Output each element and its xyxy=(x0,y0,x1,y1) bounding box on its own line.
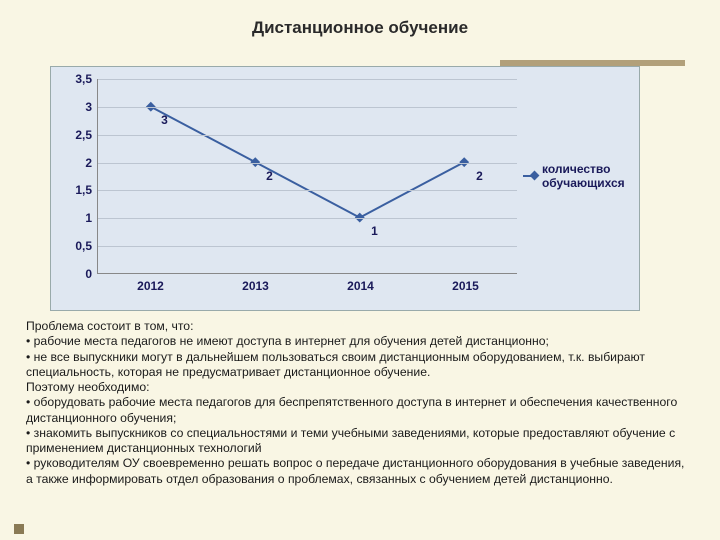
x-tick-label: 2015 xyxy=(452,279,479,293)
body-text: Проблема состоит в том, что: • рабочие м… xyxy=(26,319,694,487)
paragraph: Проблема состоит в том, что: xyxy=(26,319,694,334)
gridline xyxy=(98,79,517,80)
legend-swatch xyxy=(523,175,536,177)
y-tick-label: 1 xyxy=(60,211,92,225)
y-tick-label: 1,5 xyxy=(60,183,92,197)
x-tick-label: 2013 xyxy=(242,279,269,293)
bullet: • рабочие места педагогов не имеют досту… xyxy=(26,334,694,349)
y-tick-label: 0 xyxy=(60,267,92,281)
bullet: • руководителям ОУ своевременно решать в… xyxy=(26,456,694,487)
gridline xyxy=(98,246,517,247)
legend: количество обучающихся xyxy=(523,162,633,190)
line-series xyxy=(98,79,517,273)
bullet: • знакомить выпускников со специальностя… xyxy=(26,426,694,457)
gridline xyxy=(98,135,517,136)
bullet: • оборудовать рабочие места педагогов дл… xyxy=(26,395,694,426)
y-tick-label: 0,5 xyxy=(60,239,92,253)
x-tick-label: 2012 xyxy=(137,279,164,293)
data-label: 2 xyxy=(266,169,273,183)
paragraph: Поэтому необходимо: xyxy=(26,380,694,395)
data-label: 3 xyxy=(161,113,168,127)
page-title: Дистанционное обучение xyxy=(0,0,720,44)
gridline xyxy=(98,190,517,191)
corner-square xyxy=(14,524,24,534)
gridline xyxy=(98,107,517,108)
chart-container: 0 0,5 1 1,5 2 2,5 3 3,5 2012 2013 2014 2015 3 2 1 2 кол… xyxy=(50,66,640,311)
gridline xyxy=(98,163,517,164)
x-tick-label: 2014 xyxy=(347,279,374,293)
legend-label: количество обучающихся xyxy=(542,162,633,190)
data-label: 2 xyxy=(476,169,483,183)
y-tick-label: 3,5 xyxy=(60,72,92,86)
data-label: 1 xyxy=(371,224,378,238)
plot-area: 00,511,522,533,520122013201420153212 xyxy=(97,79,517,274)
y-tick-label: 2,5 xyxy=(60,128,92,142)
bullet: • не все выпускники могут в дальнейшем п… xyxy=(26,350,694,381)
y-tick-label: 2 xyxy=(60,156,92,170)
gridline xyxy=(98,218,517,219)
y-tick-label: 3 xyxy=(60,100,92,114)
